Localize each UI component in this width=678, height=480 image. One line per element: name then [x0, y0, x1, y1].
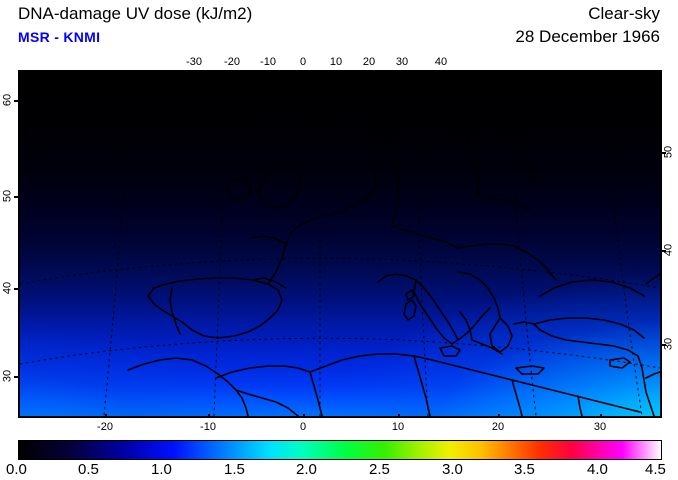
axis-bottom-tick: 0: [299, 421, 307, 433]
colorbar: [18, 440, 662, 460]
axis-top-tick: -30: [186, 56, 202, 68]
map-plot-area: [18, 70, 662, 418]
graticule-lines: [20, 72, 660, 416]
colorbar-tick: 1.5: [224, 461, 245, 478]
date-label: 28 December 1966: [515, 27, 660, 46]
axis-left-tickmark: [14, 376, 18, 378]
axis-bottom-tick: 30: [593, 421, 607, 433]
colorbar-tick: 3.0: [442, 461, 463, 478]
colorbar-tick: 3.5: [514, 461, 535, 478]
axis-right-tickmark: [662, 344, 666, 346]
axis-top-tickmark: [441, 70, 443, 74]
axis-bottom-tick: -20: [97, 421, 113, 433]
colorbar-gradient: [18, 440, 662, 460]
axis-right-tickmark: [662, 250, 666, 252]
axis-bottom-tick: 10: [391, 421, 405, 433]
colorbar-tick: 2.0: [296, 461, 317, 478]
axis-top-tickmark: [369, 70, 371, 74]
coastline-overlay: [127, 85, 660, 416]
axis-top-tick: -10: [260, 56, 276, 68]
colorbar-tick: 1.0: [151, 461, 172, 478]
axis-left-tick: 40: [1, 281, 14, 295]
colorbar-tick: 2.5: [369, 461, 390, 478]
axis-right-tickmark: [662, 152, 666, 154]
axis-left-tick: 50: [1, 189, 14, 203]
colorbar-tick: 0.5: [78, 461, 99, 478]
institution-label: MSR - KNMI: [18, 29, 101, 45]
colorbar-tick-labels: 0.0 0.5 1.0 1.5 2.0 2.5 3.0 3.5 4.0 4.5: [0, 462, 678, 480]
colorbar-tick: 4.0: [587, 461, 608, 478]
axis-top-tickmark: [336, 70, 338, 74]
axis-bottom-tickmark: [600, 414, 602, 418]
axis-bottom-tick: 20: [491, 421, 505, 433]
axis-bottom-tickmark: [398, 414, 400, 418]
axis-bottom-tickmark: [303, 414, 305, 418]
page-title: DNA-damage UV dose (kJ/m2): [18, 4, 253, 23]
sky-condition-label: Clear-sky: [588, 4, 660, 23]
axis-top-tick: 30: [395, 56, 409, 68]
axis-top-tick: -20: [224, 56, 240, 68]
chart-header: DNA-damage UV dose (kJ/m2) MSR - KNMI Cl…: [0, 0, 678, 56]
axis-top-tick: 40: [434, 56, 448, 68]
axis-top-tickmark: [268, 70, 270, 74]
axis-top-tickmark: [194, 70, 196, 74]
axis-left-tickmark: [14, 288, 18, 290]
axis-bottom-tick: -10: [200, 421, 216, 433]
axis-top-tickmark: [232, 70, 234, 74]
axis-bottom-tickmark: [498, 414, 500, 418]
axis-top-tickmark: [402, 70, 404, 74]
uv-dose-heatmap-field: [20, 72, 660, 416]
axis-left-tickmark: [14, 196, 18, 198]
axis-left-tickmark: [14, 100, 18, 102]
colorbar-tick: 4.5: [645, 461, 666, 478]
axis-left-tick: 60: [1, 93, 14, 107]
axis-left-tick: 30: [1, 369, 14, 383]
colorbar-tick: 0.0: [6, 461, 27, 478]
axis-top-tick: 0: [299, 56, 307, 68]
axis-top-tick: 10: [329, 56, 343, 68]
axis-top-tick: 20: [362, 56, 376, 68]
axis-bottom-tickmark: [208, 414, 210, 418]
axis-top-tickmark: [303, 70, 305, 74]
axis-bottom-tickmark: [105, 414, 107, 418]
